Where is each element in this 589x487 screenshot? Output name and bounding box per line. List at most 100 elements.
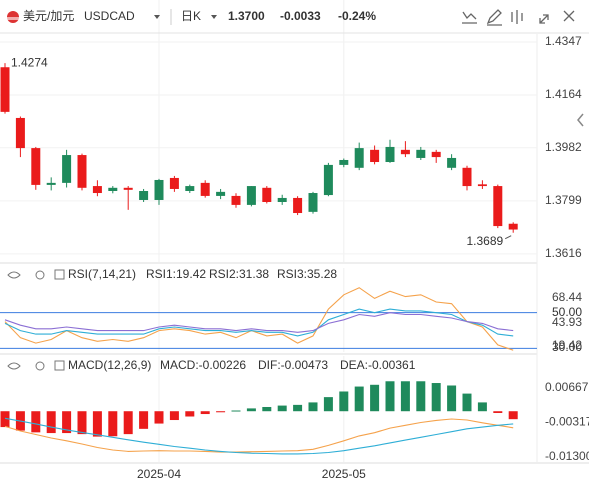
indicator-icon[interactable]: [462, 11, 477, 24]
dropdown-arrow[interactable]: [154, 15, 160, 19]
candle-body: [293, 197, 303, 214]
candle-body: [462, 167, 472, 187]
y-tick-label: 30.00: [552, 340, 582, 354]
candle-body: [277, 197, 287, 203]
candle-body: [339, 159, 349, 165]
draw-icon[interactable]: [486, 9, 502, 26]
axis-value-label: 68.44: [552, 290, 582, 304]
indicator-line: [4, 287, 514, 351]
candle-body: [431, 151, 441, 158]
candle-body: [246, 186, 256, 205]
macd-bar: [246, 408, 256, 412]
candle-body: [15, 117, 25, 149]
macd-bar: [46, 411, 56, 434]
candle-body: [508, 223, 518, 230]
macd-bar: [477, 402, 487, 412]
macd-bar: [385, 381, 395, 412]
indicator-title: MACD(12,26,9): [68, 358, 151, 372]
macd-bar: [416, 381, 426, 412]
macd-bar: [154, 411, 164, 424]
flag-stripe: [7, 17, 19, 20]
y-tick-label: -0.00317: [545, 415, 589, 429]
plot-area: [0, 41, 537, 255]
macd-bar: [123, 411, 133, 435]
macd-bar: [293, 404, 303, 412]
candle-body: [262, 187, 272, 203]
indicator-line: [4, 417, 514, 455]
last-price: 1.3700: [228, 9, 265, 23]
settings-icon[interactable]: [35, 270, 45, 280]
legend-entry: DIF:-0.00473: [258, 358, 328, 372]
y-tick-label: 1.4164: [545, 87, 582, 101]
macd-bar: [339, 391, 349, 412]
box-icon[interactable]: [54, 360, 65, 371]
candle-body: [354, 148, 364, 168]
candle-body: [108, 187, 118, 191]
candle-body: [416, 149, 426, 158]
pair-name[interactable]: 美元/加元: [23, 9, 74, 23]
high-label: 1.4274: [11, 55, 48, 69]
y-tick-label: 50.00: [552, 305, 582, 319]
y-tick-label: 1.3799: [545, 193, 582, 207]
macd-bar: [277, 405, 287, 412]
candle-body: [31, 148, 41, 185]
price-change-pct: -0.24%: [338, 9, 376, 23]
candle-body: [139, 190, 149, 200]
candle-body: [231, 195, 241, 205]
candle-body: [77, 155, 87, 188]
macd-bar: [431, 383, 441, 412]
candle-body: [308, 193, 318, 212]
macd-bar: [308, 402, 318, 412]
y-tick-label: 1.4347: [545, 34, 582, 48]
candle-body: [185, 186, 195, 191]
rsi-icons: [7, 269, 65, 280]
toolbar: 美元/加元 USDCAD 日K 1.3700 -0.0033 -0.24%: [0, 9, 589, 34]
macd-bar: [169, 411, 179, 421]
macd-bar: [77, 411, 87, 435]
macd-bar: [262, 406, 272, 412]
eye-icon[interactable]: [7, 271, 21, 279]
candle-body: [385, 146, 395, 163]
legend-entry: RSI3:35.28: [277, 267, 337, 281]
legend-entry: DEA:-0.00361: [340, 358, 416, 372]
macd-bar: [62, 411, 72, 434]
expand-icon[interactable]: [539, 14, 549, 24]
candle-type-icon[interactable]: [511, 10, 523, 24]
price-change: -0.0033: [280, 9, 321, 23]
candle-body: [92, 186, 102, 194]
eye-icon[interactable]: [7, 362, 21, 370]
macd-bar: [354, 386, 364, 412]
macd-bar: [92, 411, 102, 437]
settings-icon[interactable]: [35, 361, 45, 371]
macd-bar: [200, 411, 210, 415]
macd-bar: [139, 411, 149, 429]
plot-area: [0, 287, 537, 351]
y-tick-label: 1.3616: [545, 246, 582, 260]
candle-body: [447, 157, 457, 168]
close-icon[interactable]: [563, 10, 575, 22]
symbol[interactable]: USDCAD: [84, 9, 135, 23]
macd-bar: [0, 411, 10, 428]
macd-bar: [400, 381, 410, 412]
candle-body: [169, 177, 179, 189]
low-label: 1.3689: [466, 234, 503, 248]
candle-body: [493, 186, 503, 227]
indicator-line: [4, 418, 514, 453]
macd-bar: [493, 411, 503, 413]
legend-entry: MACD:-0.00226: [160, 358, 246, 372]
period[interactable]: 日K: [181, 9, 201, 23]
macd-bar: [370, 384, 380, 412]
dropdown-arrow[interactable]: [211, 15, 217, 19]
legend-entry: RSI2:31.38: [209, 267, 269, 281]
candle-body: [477, 184, 487, 187]
macd-icons: [7, 360, 65, 371]
candle-body: [200, 182, 210, 196]
legend-entry: RSI1:19.42: [146, 267, 206, 281]
macd-bar: [508, 411, 518, 420]
box-icon[interactable]: [54, 269, 65, 280]
macd-bar: [31, 411, 41, 433]
candle-body: [216, 191, 226, 196]
x-tick-label: 2025-04: [137, 467, 181, 481]
collapse-button[interactable]: [577, 113, 584, 127]
